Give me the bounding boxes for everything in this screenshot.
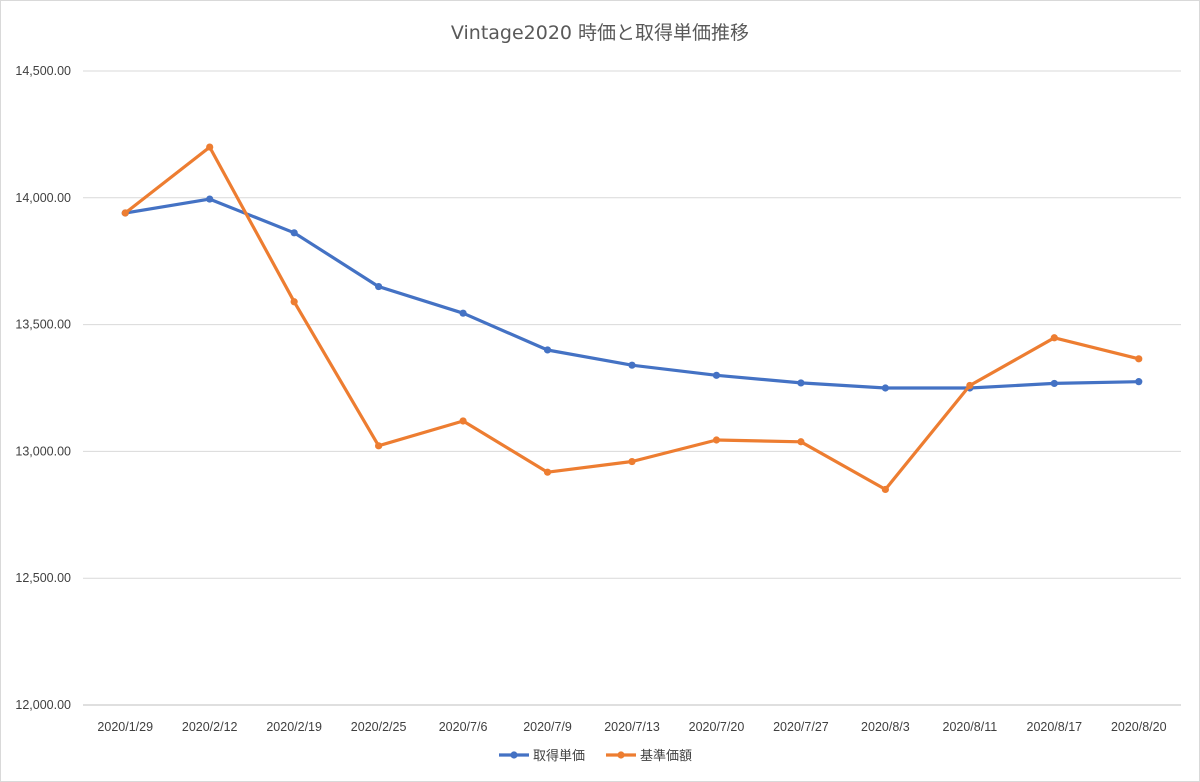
y-tick-label: 13,000.00 [15, 444, 71, 458]
x-tick-label: 2020/2/25 [351, 720, 407, 734]
data-point [543, 346, 552, 354]
legend-swatch-marker [617, 751, 625, 759]
chart-title: Vintage2020 時価と取得単価推移 [451, 22, 749, 44]
data-point [712, 371, 721, 379]
series-lines [121, 143, 1143, 494]
data-point [1050, 334, 1058, 342]
legend-item: 取得単価 [499, 748, 585, 764]
y-tick-label: 14,000.00 [15, 191, 71, 205]
data-point [459, 417, 467, 425]
x-tick-label: 2020/8/11 [943, 720, 998, 734]
series-line [123, 145, 1141, 491]
gridlines [83, 70, 1181, 706]
data-point [628, 457, 636, 466]
y-axis-tick-labels: 12,000.00 12,500.00 13,000.00 13,500.00 14,0… [15, 64, 71, 712]
data-point [543, 468, 552, 476]
legend-swatch-marker [510, 751, 518, 759]
data-point [1135, 355, 1143, 363]
x-tick-label: 2020/8/17 [1027, 720, 1083, 734]
x-tick-label: 2020/7/6 [439, 720, 488, 734]
data-point [290, 298, 298, 306]
x-tick-label: 2020/7/13 [604, 720, 660, 734]
data-point [1135, 378, 1143, 386]
data-point [712, 436, 721, 444]
legend-label: 取得単価 [533, 748, 585, 764]
y-tick-label: 12,500.00 [15, 571, 71, 585]
data-point [206, 143, 214, 151]
legend: 取得単価 基準価額 [499, 748, 692, 764]
data-point [797, 379, 805, 387]
legend-item: 基準価額 [606, 748, 692, 764]
series-line [123, 197, 1141, 390]
x-tick-label: 2020/7/9 [523, 720, 572, 734]
data-point [375, 442, 383, 450]
data-point [459, 309, 467, 317]
data-point [290, 229, 298, 237]
data-point [628, 361, 636, 369]
data-point [966, 381, 974, 390]
y-tick-label: 12,000.00 [15, 698, 71, 712]
data-point [881, 384, 889, 392]
legend-label: 基準価額 [640, 748, 692, 764]
data-point [881, 485, 889, 494]
x-tick-label: 2020/8/20 [1111, 720, 1167, 734]
data-point [797, 438, 805, 446]
data-point [121, 209, 129, 217]
x-tick-label: 2020/2/19 [266, 720, 322, 734]
x-tick-label: 2020/8/3 [861, 720, 910, 734]
x-tick-label: 2020/2/12 [182, 720, 238, 734]
x-tick-label: 2020/7/27 [773, 720, 829, 734]
data-point [375, 282, 383, 291]
x-axis-tick-labels: 2020/1/29 2020/2/12 2020/2/19 2020/2/25 2020… [97, 720, 1166, 734]
y-tick-label: 14,500.00 [15, 64, 71, 78]
data-point [1050, 379, 1058, 388]
x-tick-label: 2020/7/20 [689, 720, 745, 734]
data-point [206, 195, 214, 203]
y-tick-label: 13,500.00 [15, 318, 71, 332]
x-tick-label: 2020/1/29 [97, 720, 153, 734]
